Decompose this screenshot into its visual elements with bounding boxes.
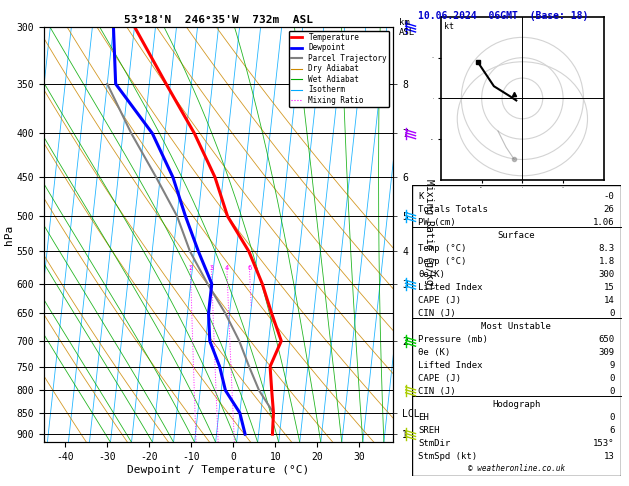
Text: 0: 0 [609,387,615,396]
Text: 4: 4 [225,265,229,271]
Text: StmSpd (kt): StmSpd (kt) [418,451,477,461]
Text: K: K [418,192,424,202]
Text: 10.06.2024  06GMT  (Base: 18): 10.06.2024 06GMT (Base: 18) [418,11,589,21]
Text: Pressure (mb): Pressure (mb) [418,335,488,344]
Text: 9: 9 [609,361,615,370]
Text: CIN (J): CIN (J) [418,387,456,396]
Text: Lifted Index: Lifted Index [418,283,483,292]
Y-axis label: hPa: hPa [4,225,14,244]
Text: 14: 14 [604,296,615,305]
Text: Surface: Surface [498,231,535,241]
Text: θe (K): θe (K) [418,348,450,357]
Text: 0: 0 [609,374,615,383]
Text: 26: 26 [604,206,615,214]
Text: Lifted Index: Lifted Index [418,361,483,370]
Text: -0: -0 [604,192,615,202]
Text: 1.8: 1.8 [598,257,615,266]
Title: 53°18'N  246°35'W  732m  ASL: 53°18'N 246°35'W 732m ASL [124,15,313,25]
Text: 13: 13 [604,451,615,461]
Text: 0: 0 [609,309,615,318]
Text: StmDir: StmDir [418,439,450,448]
Text: 300: 300 [598,270,615,279]
Text: PW (cm): PW (cm) [418,218,456,227]
Text: 15: 15 [604,283,615,292]
Text: kt: kt [444,22,454,31]
Text: 6: 6 [247,265,252,271]
Text: EH: EH [418,413,429,422]
Text: CIN (J): CIN (J) [418,309,456,318]
Text: Temp (°C): Temp (°C) [418,244,467,253]
Text: θe(K): θe(K) [418,270,445,279]
Text: © weatheronline.co.uk: © weatheronline.co.uk [468,464,565,473]
X-axis label: Dewpoint / Temperature (°C): Dewpoint / Temperature (°C) [128,465,309,475]
Text: CAPE (J): CAPE (J) [418,296,461,305]
Text: km: km [399,18,409,28]
Text: 0: 0 [609,413,615,422]
Text: 1.06: 1.06 [593,218,615,227]
Text: 3: 3 [209,265,214,271]
Text: ASL: ASL [399,28,415,37]
Text: Totals Totals: Totals Totals [418,206,488,214]
Text: Most Unstable: Most Unstable [481,322,552,331]
Legend: Temperature, Dewpoint, Parcel Trajectory, Dry Adiabat, Wet Adiabat, Isotherm, Mi: Temperature, Dewpoint, Parcel Trajectory… [289,31,389,107]
Text: Hodograph: Hodograph [493,400,540,409]
Y-axis label: Mixing Ratio (g/kg): Mixing Ratio (g/kg) [424,179,433,290]
Text: Dewp (°C): Dewp (°C) [418,257,467,266]
Text: 650: 650 [598,335,615,344]
Text: 6: 6 [609,426,615,435]
Text: 2: 2 [189,265,192,271]
Text: 153°: 153° [593,439,615,448]
Text: 8.3: 8.3 [598,244,615,253]
Text: CAPE (J): CAPE (J) [418,374,461,383]
Text: 309: 309 [598,348,615,357]
Text: SREH: SREH [418,426,440,435]
